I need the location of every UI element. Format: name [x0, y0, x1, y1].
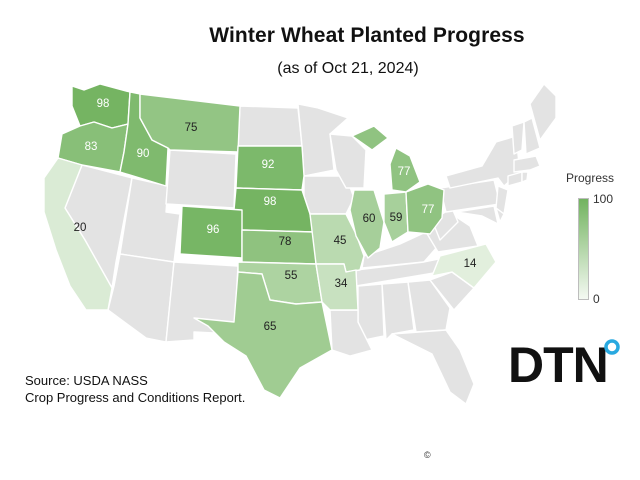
state-ri — [521, 171, 529, 183]
state-ma — [513, 155, 541, 173]
legend-min-label: 0 — [593, 292, 600, 306]
state-me — [529, 83, 557, 141]
state-value-nc: 14 — [464, 258, 477, 270]
source-line-1: Source: USDA NASS — [25, 373, 148, 388]
state-value-in: 59 — [390, 212, 403, 224]
state-az — [107, 253, 175, 343]
state-ne — [233, 187, 315, 233]
legend-max-label: 100 — [593, 192, 614, 206]
state-value-ks: 78 — [279, 236, 292, 248]
state-value-wa: 98 — [97, 98, 110, 110]
state-value-sd: 92 — [262, 159, 275, 171]
state-value-oh: 77 — [422, 204, 435, 216]
copyright-mark: © — [424, 450, 431, 460]
state-al — [381, 281, 415, 341]
dtn-logo: DTN — [508, 338, 620, 388]
state-value-ar: 34 — [335, 278, 348, 290]
state-value-id: 90 — [137, 148, 150, 160]
map-title: Winter Wheat Planted Progress — [209, 24, 525, 47]
state-value-mt: 75 — [185, 122, 198, 134]
svg-text:DTN: DTN — [508, 338, 608, 388]
state-value-il: 60 — [363, 213, 376, 225]
state-value-co: 96 — [207, 224, 220, 236]
legend-color-bar — [578, 198, 589, 300]
state-tx — [193, 271, 333, 399]
state-fl — [391, 329, 475, 405]
state-value-mi: 77 — [398, 166, 411, 178]
state-nh — [523, 117, 541, 155]
state-ga — [407, 279, 451, 333]
state-vt — [511, 121, 525, 155]
state-in — [383, 191, 409, 243]
state-nc — [431, 243, 497, 289]
source-note: Source: USDA NASS Crop Progress and Cond… — [25, 372, 245, 406]
state-de — [495, 207, 505, 223]
source-line-2: Crop Progress and Conditions Report. — [25, 390, 246, 405]
state-sd — [235, 145, 305, 191]
legend-title: Progress — [566, 171, 615, 185]
state-value-tx: 65 — [264, 321, 277, 333]
state-value-or: 83 — [85, 141, 98, 153]
map-subtitle: (as of Oct 21, 2024) — [277, 60, 419, 77]
state-value-ok: 55 — [285, 270, 298, 282]
state-nd — [237, 105, 303, 147]
state-ca — [43, 157, 113, 311]
state-il — [349, 189, 385, 259]
state-value-ca: 20 — [74, 222, 87, 234]
state-wy — [165, 149, 237, 209]
state-md — [455, 205, 499, 225]
state-mt — [139, 93, 241, 153]
state-value-ne: 98 — [264, 196, 277, 208]
state-oh — [405, 183, 445, 235]
state-mi — [351, 125, 421, 193]
state-value-mo: 45 — [334, 235, 347, 247]
state-ar — [315, 263, 359, 311]
